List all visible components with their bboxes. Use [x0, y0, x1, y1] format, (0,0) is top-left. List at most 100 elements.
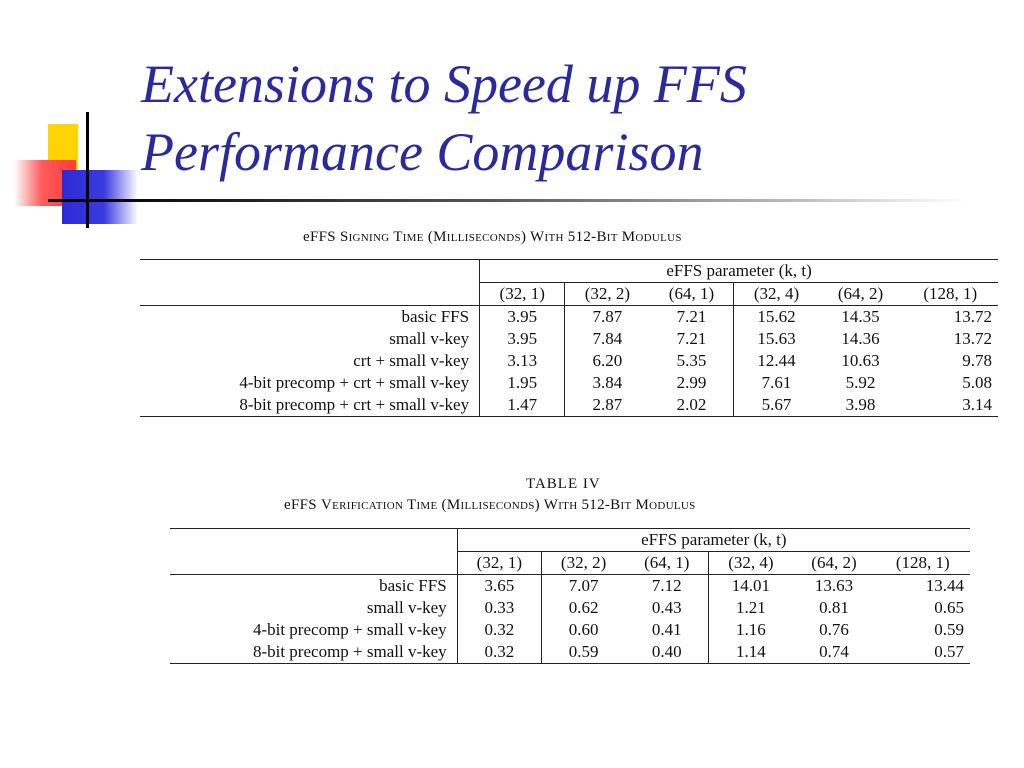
cell-value: 3.98 — [818, 394, 903, 417]
cell-value: 0.76 — [819, 620, 849, 639]
cell-value: 14.01 — [708, 574, 793, 597]
slide-title-line2: Performance Comparison — [141, 122, 704, 182]
table1-col-header: (64, 2) — [818, 282, 903, 306]
cell-value: 10.63 — [841, 351, 880, 370]
cell-value: 12.44 — [733, 350, 819, 372]
table1-col-header: (128, 1) — [902, 282, 998, 306]
table2-col-header: (32, 2) — [541, 551, 626, 575]
cell-value: 1.16 — [708, 619, 793, 641]
cell-value: 0.57 — [875, 641, 970, 664]
cell-value: 14.35 — [818, 305, 903, 328]
cell-value: 5.08 — [962, 373, 992, 392]
cell-value: 0.32 — [456, 619, 542, 641]
cell-value: 1.21 — [708, 597, 793, 619]
table1-col-header: (64, 1) — [649, 282, 734, 306]
table2-col-header: (32, 4) — [708, 551, 793, 575]
row-label: basic FFS — [140, 305, 480, 328]
table1-corner-2 — [140, 283, 480, 306]
cell-value: 9.78 — [962, 351, 992, 370]
table1-param-row: eFFS parameter (k, t) — [140, 259, 998, 283]
cell-value: 1.47 — [479, 394, 565, 417]
cell-value: 0.65 — [934, 598, 964, 617]
cell-value: 0.41 — [651, 620, 682, 639]
cell-value: 3.95 — [479, 328, 565, 350]
cell-value: 3.95 — [479, 305, 565, 328]
cell-value: 0.59 — [541, 641, 626, 664]
cell-value: 0.74 — [792, 641, 876, 664]
table2-caption: eFFS Verification Time (Milliseconds) Wi… — [284, 497, 696, 514]
table2-corner-2 — [170, 552, 457, 575]
cell-value: 7.21 — [649, 305, 734, 328]
table-row: basic FFS 3.95 7.87 7.21 15.62 14.35 13.… — [140, 305, 998, 328]
table2-param-header: eFFS parameter (k, t) — [456, 528, 970, 552]
row-label: 8-bit precomp + small v-key — [170, 641, 458, 664]
title-divider-rule — [88, 199, 968, 202]
table2-caption-prefix: eFFS — [284, 497, 321, 513]
table-row: 8-bit precomp + crt + small v-key 1.47 2… — [140, 394, 998, 417]
cell-value: 13.72 — [902, 305, 998, 328]
cell-value: 3.84 — [564, 372, 650, 394]
cell-value: 15.62 — [733, 305, 819, 328]
table1-caption: eFFS Signing Time (Milliseconds) With 51… — [303, 229, 682, 246]
table1-col-header: (32, 4) — [733, 282, 819, 306]
signing-time-table: eFFS parameter (k, t) (32, 1) (32, 2) (6… — [140, 259, 998, 417]
cell-value: 13.63 — [792, 574, 876, 597]
table2-param-row: eFFS parameter (k, t) — [170, 528, 970, 552]
table1-col-header: (32, 1) — [479, 282, 565, 306]
cell-value: 7.07 — [541, 574, 626, 597]
logo-blue-square — [62, 170, 138, 224]
cell-value: 13.44 — [875, 574, 970, 597]
table-row: crt + small v-key 3.13 6.20 5.35 12.44 1… — [140, 350, 998, 372]
cell-value: 7.12 — [625, 574, 709, 597]
cell-value: 0.62 — [541, 597, 626, 619]
cell-value: 3.65 — [456, 574, 542, 597]
table2-caption-title: Verification Time (Milliseconds) With 51… — [320, 497, 696, 513]
cell-value: 6.20 — [564, 350, 650, 372]
cell-value: 0.32 — [456, 641, 542, 664]
table1-caption-prefix: eFFS — [303, 229, 340, 245]
slide-title: Extensions to Speed up FFS Performance C… — [141, 50, 747, 186]
cell-value: 0.43 — [651, 598, 682, 617]
verification-time-table: eFFS parameter (k, t) (32, 1) (32, 2) (6… — [170, 528, 970, 664]
table-row: basic FFS 3.65 7.07 7.12 14.01 13.63 13.… — [170, 574, 970, 597]
row-label: 4-bit precomp + crt + small v-key — [239, 373, 470, 392]
cell-value: 15.63 — [733, 328, 819, 350]
cell-value: 2.99 — [676, 373, 707, 392]
table2-col-header: (32, 1) — [456, 551, 542, 575]
table2-column-header-row: (32, 1) (32, 2) (64, 1) (32, 4) (64, 2) … — [170, 551, 970, 575]
cell-value: 5.35 — [676, 351, 707, 370]
cell-value: 0.33 — [456, 597, 542, 619]
table-row: 8-bit precomp + small v-key 0.32 0.59 0.… — [170, 641, 970, 664]
cell-value: 5.67 — [733, 394, 819, 417]
cell-value: 0.81 — [819, 598, 849, 617]
table1-caption-title: Signing Time (Milliseconds) With 512-Bit… — [339, 229, 682, 245]
table-row: small v-key 0.33 0.62 0.43 1.21 0.81 0.6… — [170, 597, 970, 619]
table2-col-header: (64, 1) — [625, 551, 709, 575]
table1-corner — [140, 259, 480, 283]
cell-value: 1.95 — [479, 372, 565, 394]
cell-value: 5.92 — [845, 373, 876, 392]
table2-corner — [170, 528, 458, 552]
cell-value: 3.13 — [479, 350, 565, 372]
cell-value: 3.14 — [902, 394, 998, 417]
row-label: 8-bit precomp + crt + small v-key — [140, 394, 480, 417]
row-label: 4-bit precomp + small v-key — [252, 620, 447, 639]
table1-column-header-row: (32, 1) (32, 2) (64, 1) (32, 4) (64, 2) … — [140, 282, 998, 306]
cell-value: 7.87 — [564, 305, 650, 328]
cell-value: 0.60 — [541, 619, 626, 641]
cell-value: 13.72 — [953, 329, 992, 348]
table-row: small v-key 3.95 7.84 7.21 15.63 14.36 1… — [140, 328, 998, 350]
row-label: crt + small v-key — [353, 351, 470, 370]
row-label: basic FFS — [170, 574, 458, 597]
table-row: 4-bit precomp + small v-key 0.32 0.60 0.… — [170, 619, 970, 641]
slide-title-line1: Extensions to Speed up FFS — [141, 54, 747, 114]
row-label: small v-key — [366, 598, 447, 617]
cell-value: 0.40 — [625, 641, 709, 664]
cell-value: 0.59 — [934, 620, 964, 639]
cell-value: 1.14 — [708, 641, 793, 664]
row-label: small v-key — [389, 329, 470, 348]
logo-vertical-line — [86, 112, 89, 228]
cell-value: 2.02 — [649, 394, 734, 417]
cell-value: 7.21 — [676, 329, 707, 348]
cell-value: 7.61 — [733, 372, 819, 394]
